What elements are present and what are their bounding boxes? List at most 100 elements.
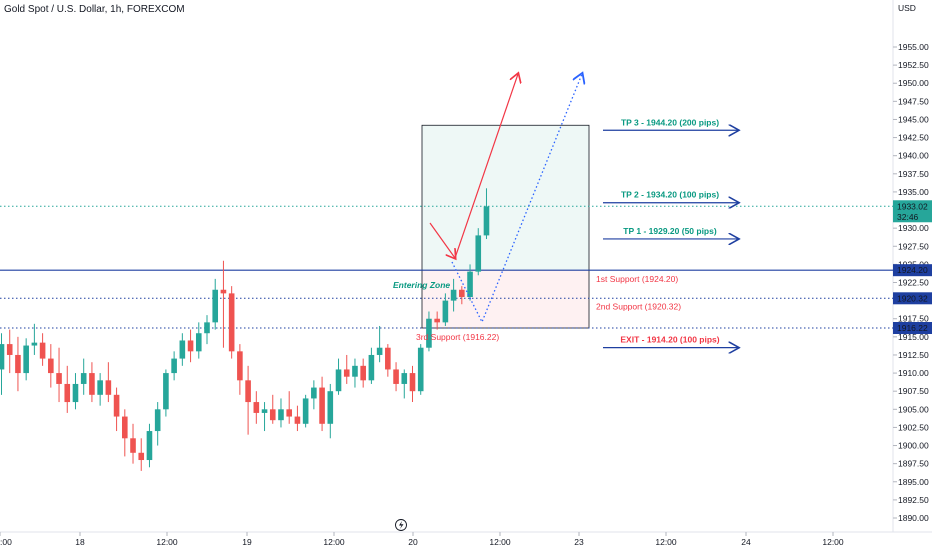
candle-body [401,373,408,384]
candle-body [409,373,416,392]
arrow-red-up [454,74,518,259]
candle-body [171,358,177,374]
candle-body [6,344,13,355]
candle-body [97,380,103,395]
candle-body [154,409,161,432]
x-tick-label: 12:00 [655,537,677,547]
candle-body [204,322,210,334]
arrow-dotted-path [451,74,582,324]
y-tick-label: 1915.00 [898,332,929,342]
y-tick-label: 1942.50 [898,133,929,143]
x-tick-label: 18 [75,537,85,547]
candle-body [483,206,490,236]
candle-body [23,345,29,374]
price-label-tag [893,264,932,277]
x-tick-label: 19 [242,537,252,547]
countdown-tag [893,211,932,223]
candle-body [343,369,350,377]
price-label-text: 1924.20 [897,265,928,275]
support-1-label: 1st Support (1924.20) [596,274,678,284]
candle-body [294,416,301,424]
candle-body [212,289,219,323]
y-tick-label: 1907.50 [898,386,929,396]
candle-body [319,387,325,424]
y-tick-label: 1910.00 [898,368,929,378]
candle-body [376,347,383,355]
exit-label: EXIT - 1914.20 (100 pips) [620,335,719,345]
chart-title: Gold Spot / U.S. Dollar, 1h, FOREXCOM [4,4,185,15]
y-tick-label: 1890.00 [898,513,929,523]
y-tick-label: 1892.50 [898,495,929,505]
candle-body [245,380,251,403]
y-tick-label: 1922.50 [898,278,929,288]
x-tick-label: 12:00 [489,537,511,547]
candle-body [302,398,309,424]
candle-body [195,333,202,352]
tp3-label: TP 3 - 1944.20 (200 pips) [621,117,719,127]
candle-body [220,289,227,294]
y-tick-label: 1917.50 [898,314,929,324]
candle-body [311,387,317,399]
price-label-tag [893,292,932,305]
candle-body [56,373,62,384]
y-tick-label: 1895.00 [898,477,929,487]
candle-body [187,340,194,352]
arrow-red-down [429,222,455,258]
y-tick-label: 1955.00 [898,42,929,52]
candle-body [89,373,95,395]
candle-body [352,365,358,377]
loss-zone [422,270,589,329]
y-tick-label: 1897.50 [898,459,929,469]
x-tick-label: 12:00 [323,537,345,547]
candle-body [163,373,169,410]
candle-body [442,300,449,323]
y-tick-label: 1935.00 [898,187,929,197]
y-tick-label: 1940.00 [898,151,929,161]
candle-body [253,402,260,413]
candle-body [48,358,54,374]
candle-body [237,351,243,381]
y-tick-label: 1937.50 [898,169,929,179]
candle-body [80,373,87,384]
candle-body [278,409,284,421]
candle-body [385,347,391,370]
candle-body [368,354,375,381]
price-label-text: 1916.22 [897,323,928,333]
countdown-text: 32:46 [897,212,919,222]
price-axis-unit: USD [898,3,916,13]
support-2-label: 2nd Support (1920.32) [596,301,681,311]
y-tick-label: 1927.50 [898,241,929,251]
candle-body [138,452,145,461]
candle-body [467,271,473,297]
y-tick-label: 1900.00 [898,441,929,451]
candle-body [393,369,399,384]
candle-body [31,342,38,346]
tp1-label: TP 1 - 1929.20 (50 pips) [623,226,717,236]
y-tick-label: 1947.50 [898,96,929,106]
candle-body [105,380,112,395]
candle-body [0,344,5,370]
candle-body [179,340,186,359]
y-tick-label: 1905.00 [898,404,929,414]
entering-zone-label: Entering Zone [393,280,450,290]
x-tick-label: 23 [574,537,584,547]
y-tick-label: 1952.50 [898,60,929,70]
candle-body [261,409,268,413]
candle-body [434,318,440,323]
profit-zone [422,125,589,271]
candle-body [72,383,79,403]
y-tick-label: 1945.00 [898,114,929,124]
x-tick-label: 12:00 [822,537,844,547]
x-tick-label: :00 [0,537,12,547]
candle-body [228,293,235,352]
candle-body [122,416,128,439]
candle-body [459,289,465,297]
candle-body [269,409,276,421]
y-tick-label: 1930.00 [898,223,929,233]
lightning-icon-glyph [399,521,404,529]
candle-body [130,438,136,453]
y-tick-label: 1912.50 [898,350,929,360]
price-label-text: 1933.02 [897,201,928,211]
candle-body [426,318,432,348]
